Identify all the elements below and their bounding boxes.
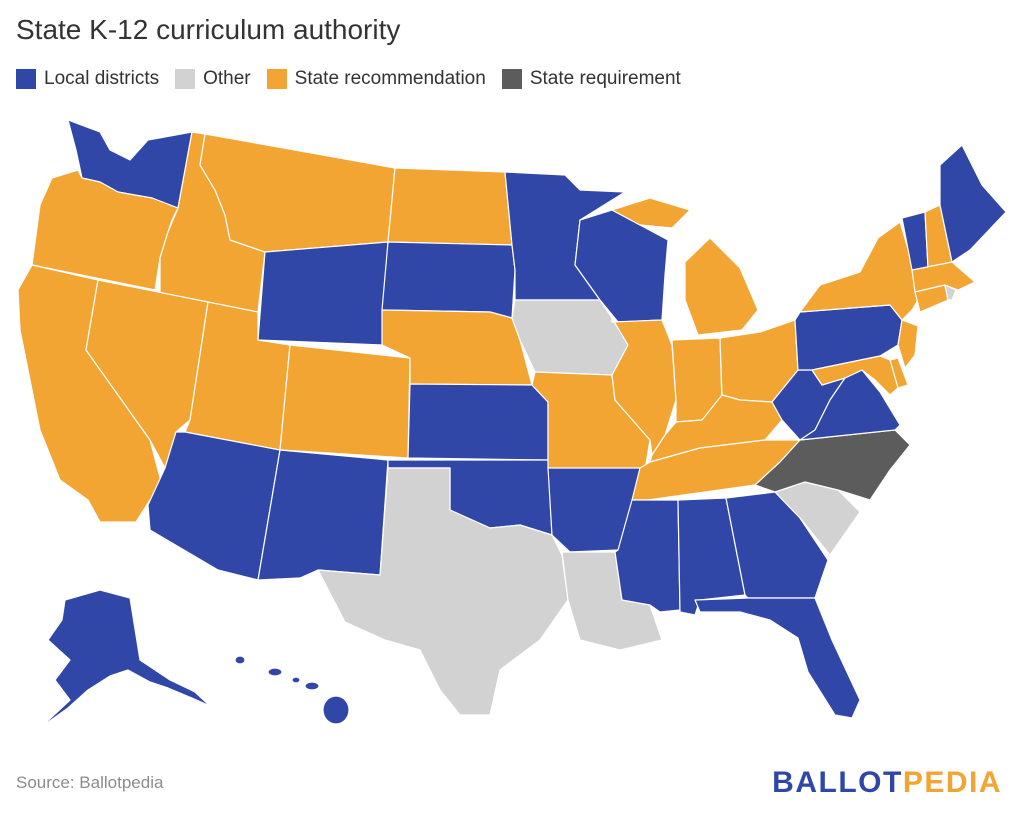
state-TX[interactable] [317,467,569,716]
state-NC[interactable] [754,429,911,501]
legend-swatch-requirement [501,69,522,89]
state-MD[interactable] [811,355,899,396]
logo-part-ballot: BALLOT [772,766,903,799]
state-MI[interactable] [611,197,759,336]
state-WY[interactable] [257,241,389,346]
legend-swatch-recommendation [266,69,287,89]
map-title: State K-12 curriculum authority [16,14,401,45]
source-note: Source: Ballotpedia [16,773,164,792]
state-NY[interactable] [799,221,919,321]
state-ND[interactable] [387,167,513,246]
legend-label-local: Local districts [44,68,160,89]
state-ME[interactable] [939,144,1007,263]
legend-item-local-districts: Local districts [16,68,159,90]
state-AK[interactable] [39,589,211,729]
state-CO[interactable] [279,344,411,459]
legend-swatch-other [175,69,196,89]
logo-part-pedia: PEDIA [902,766,1002,799]
legend-item-state-requirement: State requirement [501,68,681,90]
ballotpedia-logo[interactable]: BALLOTPEDIA [772,766,1002,800]
legend-swatch-local [16,69,36,89]
state-NM[interactable] [257,449,389,581]
state-MT[interactable] [199,133,396,253]
state-HI[interactable] [234,655,350,725]
legend-label-other: Other [203,68,251,89]
legend: Local districts Other State recommendati… [16,68,681,90]
legend-label-requirement: State requirement [529,68,681,89]
state-RI[interactable] [944,284,957,301]
legend-item-state-recommendation: State recommendation [266,68,486,90]
legend-label-recommendation: State recommendation [294,68,486,89]
state-KS[interactable] [407,383,549,461]
state-IL[interactable] [611,317,677,456]
state-FL[interactable] [694,597,861,719]
state-NJ[interactable] [897,319,919,369]
state-SD[interactable] [381,241,516,319]
legend-item-other: Other [175,68,251,90]
